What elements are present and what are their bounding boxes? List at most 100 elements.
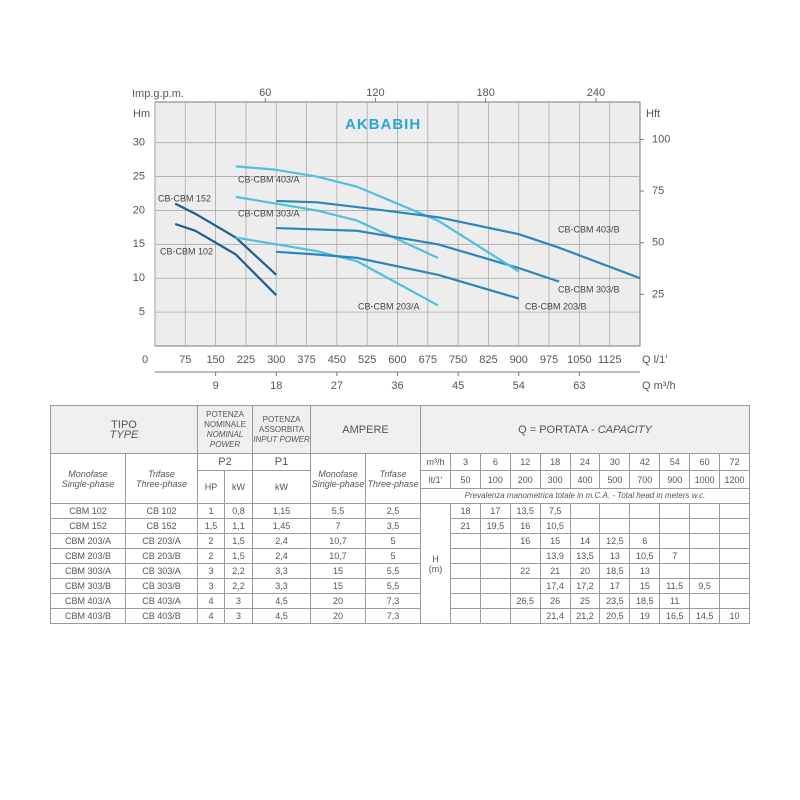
y2-tick-label: 75 — [652, 185, 664, 197]
flow-lmin-cell: 900 — [659, 470, 691, 489]
value-cell: 22 — [509, 563, 541, 579]
value-cell: 23,5 — [599, 593, 631, 609]
x2-tick-label: 120 — [366, 87, 384, 99]
value-cell: 10,5 — [629, 548, 661, 564]
value-cell: 3 — [197, 578, 226, 594]
value-cell — [719, 563, 750, 579]
value-cell: 2,4 — [252, 533, 312, 549]
table-row: CBM 203/B CB 203/B 2 1,5 2,4 10,7 5 13,9 13,5 13 1… — [50, 548, 750, 564]
value-cell — [659, 533, 691, 549]
x3-tick-label: 27 — [331, 380, 343, 392]
value-cell: 5 — [365, 533, 422, 549]
x3-tick-label: 36 — [391, 380, 403, 392]
value-cell — [509, 548, 541, 564]
flow-m3h-cell: 54 — [659, 453, 691, 471]
value-cell: 7,5 — [539, 503, 571, 519]
value-cell: 11 — [659, 593, 691, 609]
value-cell: 5,5 — [310, 503, 367, 519]
flow-lmin-cell: 500 — [599, 470, 631, 489]
series-label: CB-CBM 203/A — [358, 301, 420, 311]
header-text: Trifase — [379, 468, 407, 479]
value-cell — [599, 503, 631, 519]
x2-tick-label: 180 — [477, 87, 495, 99]
model-cell: CB 303/A — [124, 563, 199, 579]
flow-m3h-cell: 24 — [569, 453, 601, 471]
value-cell: 18,5 — [599, 563, 631, 579]
spec-table: TIPO TYPE POTENZA NOMINALE NOMINAL POWER P… — [49, 405, 750, 624]
model-cell: CBM 152 — [50, 518, 126, 534]
value-cell — [719, 503, 750, 519]
value-cell — [659, 563, 691, 579]
value-cell: 3,3 — [252, 578, 312, 594]
x3-tick-label: 18 — [270, 380, 282, 392]
table-row: CBM 303/B CB 303/B 3 2,2 3,3 15 5,5 17,4 17,2 17 1… — [50, 578, 750, 594]
header-cell: Monofase Single-phase — [310, 453, 367, 504]
value-cell — [719, 578, 750, 594]
value-cell: 9,5 — [689, 578, 721, 594]
y-tick-label: 15 — [133, 238, 145, 250]
value-cell — [659, 518, 691, 534]
model-cell: CBM 203/B — [50, 548, 126, 564]
model-cell: CB 303/B — [124, 578, 199, 594]
value-cell — [450, 608, 481, 624]
value-cell — [629, 518, 661, 534]
value-cell — [689, 533, 721, 549]
value-cell — [659, 503, 691, 519]
value-cell: 1,45 — [252, 518, 312, 534]
value-cell: 5 — [365, 548, 422, 564]
value-cell — [479, 548, 511, 564]
value-cell: 1,1 — [224, 518, 254, 534]
model-cell: CB 203/B — [124, 548, 199, 564]
table-row: CBM 152 CB 152 1,5 1,1 1,45 7 3,5 21 19,5 16 10,5 — [50, 518, 750, 534]
y-tick-label: 20 — [133, 204, 145, 216]
model-cell: CB 102 — [124, 503, 199, 519]
value-cell: 20 — [310, 608, 367, 624]
value-cell: 7 — [659, 548, 691, 564]
header-text: Monofase — [68, 468, 108, 479]
x3-axis-label: Q m³/h — [642, 380, 676, 392]
value-cell — [509, 578, 541, 594]
x3-tick-label: 9 — [213, 380, 219, 392]
value-cell: 16 — [509, 533, 541, 549]
value-cell: 13,5 — [509, 503, 541, 519]
value-cell: 6 — [629, 533, 661, 549]
header-cell: TIPO TYPE — [49, 405, 199, 454]
value-cell: 21,4 — [539, 608, 571, 624]
x-tick-label: 750 — [449, 354, 467, 366]
header-text: Trifase — [148, 468, 175, 479]
header-text: CAPACITY — [597, 423, 652, 436]
value-cell — [479, 593, 511, 609]
head-label-cell: H (m) — [420, 503, 452, 624]
value-cell: 4,5 — [252, 593, 312, 609]
y2-axis-label: Hft — [646, 108, 660, 120]
pump-curve — [174, 222, 278, 296]
header-cell: kW — [224, 470, 254, 504]
pump-curve — [276, 199, 641, 280]
x-tick-label: 1125 — [598, 354, 622, 366]
series-label: CB-CBM 303/B — [558, 284, 620, 294]
value-cell: 18,5 — [629, 593, 661, 609]
value-cell: 19,5 — [479, 518, 511, 534]
value-cell — [719, 533, 750, 549]
value-cell: 13 — [629, 563, 661, 579]
value-cell: 17,2 — [569, 578, 601, 594]
model-cell: CBM 102 — [50, 503, 126, 519]
flow-m3h-cell: 18 — [539, 453, 571, 471]
header-cell: POTENZA NOMINALE NOMINAL POWER — [197, 405, 254, 454]
x3-tick-label: 45 — [452, 380, 464, 392]
value-cell — [599, 518, 631, 534]
table-row: CBM 203/A CB 203/A 2 1,5 2,4 10,7 5 16 15 14 12,5 6 — [50, 533, 750, 549]
value-cell: 13,9 — [539, 548, 571, 564]
value-cell: 1,15 — [252, 503, 312, 519]
y2-tick-label: 100 — [652, 133, 670, 145]
flow-lmin-cell: 1200 — [719, 470, 750, 489]
value-cell: 19 — [629, 608, 661, 624]
header-text: Prevalenza manometrica totale in m.C.A. … — [464, 491, 706, 500]
value-cell: 26 — [539, 593, 571, 609]
value-cell: 18 — [450, 503, 481, 519]
value-cell — [450, 563, 481, 579]
flow-lmin-cell: 700 — [629, 470, 661, 489]
x-tick-label: 525 — [358, 354, 376, 366]
model-cell: CB 403/B — [124, 608, 199, 624]
